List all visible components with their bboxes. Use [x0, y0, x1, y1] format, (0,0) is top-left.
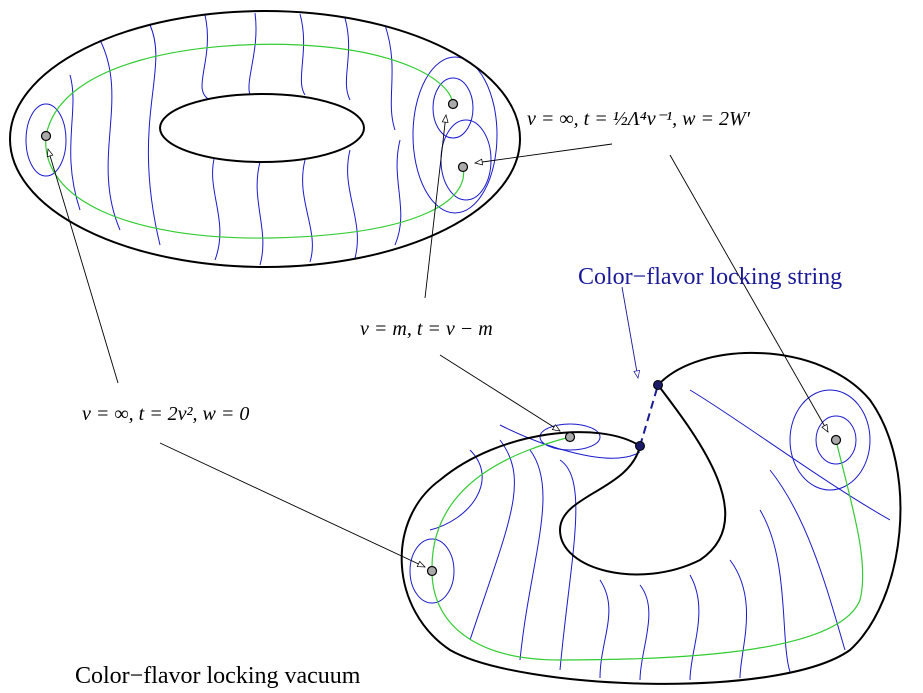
- label: v = m, t = v − m: [360, 318, 493, 340]
- vacuum-line: [45, 43, 465, 239]
- label: v = ∞, t = ½Λ⁴v⁻¹, w = 2W′: [527, 108, 751, 130]
- surface: [400, 351, 902, 685]
- label: v = ∞, t = 2v², w = 0: [82, 403, 249, 425]
- field-lines: [409, 389, 891, 681]
- string-caption: Color−flavor locking string: [578, 264, 842, 290]
- points: [426, 431, 842, 577]
- vacuum-caption: Color−flavor locking vacuum: [75, 663, 361, 689]
- vacuum-line: [431, 436, 864, 661]
- points: [40, 98, 469, 173]
- torus: [9, 10, 521, 268]
- field-lines: [25, 12, 498, 266]
- arrows: [48, 115, 828, 567]
